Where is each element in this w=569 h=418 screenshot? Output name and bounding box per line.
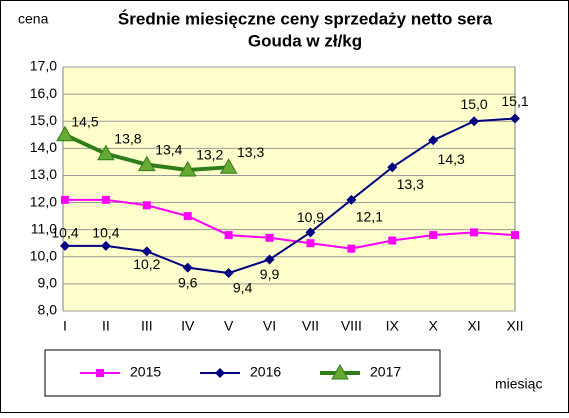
x-tick-label: XI: [467, 318, 480, 334]
data-label: 14,5: [71, 113, 98, 129]
marker: [61, 195, 69, 204]
marker: [510, 113, 520, 124]
legend-marker: [215, 368, 225, 378]
marker: [101, 195, 110, 204]
x-tick-label: III: [141, 318, 153, 334]
chart-title: Gouda w zł/kg: [248, 31, 362, 50]
marker: [60, 240, 70, 251]
series-line: [65, 117, 516, 275]
data-label: 13,4: [155, 141, 182, 157]
marker: [142, 201, 151, 210]
data-label: 10,4: [51, 225, 78, 241]
data-label: 13,3: [237, 144, 264, 160]
x-tick-label: XII: [506, 318, 523, 334]
y-tick-label: 8,0: [38, 302, 58, 318]
chart-title: Średnie miesięczne ceny sprzedaży netto …: [118, 9, 493, 28]
data-label: 9,6: [178, 274, 198, 290]
data-label: 13,8: [114, 130, 141, 146]
marker: [469, 116, 480, 127]
x-tick-label: X: [429, 318, 439, 334]
y-tick-label: 11,0: [31, 220, 57, 236]
marker: [100, 240, 111, 251]
legend-marker: [96, 369, 104, 377]
x-tick-label: IX: [386, 318, 400, 334]
marker: [265, 233, 274, 242]
y-tick-label: 9,0: [38, 275, 58, 291]
x-tick-label: V: [224, 318, 234, 334]
x-tick-label: IV: [181, 318, 195, 334]
data-label: 15,1: [501, 93, 528, 109]
marker: [97, 144, 115, 161]
x-tick-label: VIII: [341, 318, 362, 334]
legend-label: 2015: [130, 364, 161, 380]
legend-label: 2017: [370, 364, 401, 380]
y-tick-label: 15,0: [30, 112, 57, 128]
marker: [182, 262, 193, 273]
marker: [223, 268, 234, 279]
marker: [224, 231, 233, 240]
data-label: 10,4: [92, 225, 119, 241]
data-label: 9,4: [233, 280, 253, 296]
x-axis-label: miesiąc: [495, 376, 542, 392]
marker: [388, 236, 397, 245]
marker: [264, 254, 275, 265]
marker: [347, 244, 356, 253]
y-tick-label: 12,0: [30, 193, 57, 209]
x-tick-label: VII: [302, 318, 319, 334]
data-label: 10,2: [133, 256, 160, 272]
marker: [56, 125, 74, 142]
y-axis-label: cena: [18, 11, 49, 27]
data-label: 15,0: [460, 96, 487, 112]
data-label: 14,3: [438, 151, 465, 167]
marker: [305, 227, 316, 238]
marker: [137, 155, 156, 172]
marker: [178, 161, 197, 177]
marker: [428, 135, 439, 146]
marker: [219, 158, 238, 174]
y-tick-label: 13,0: [30, 166, 57, 182]
data-label: 10,9: [297, 209, 324, 225]
y-tick-label: 17,0: [30, 58, 57, 74]
data-label: 13,2: [196, 147, 223, 163]
y-tick-label: 14,0: [30, 139, 57, 155]
plot-area: [62, 66, 516, 312]
legend-label: 2016: [250, 364, 281, 380]
marker: [183, 212, 192, 221]
marker: [306, 239, 315, 248]
marker: [346, 194, 357, 205]
x-tick-label: II: [102, 318, 110, 334]
y-tick-label: 16,0: [30, 85, 57, 101]
marker: [387, 162, 398, 173]
x-tick-label: I: [63, 318, 67, 334]
data-label: 13,3: [397, 176, 424, 192]
data-label: 9,9: [260, 266, 280, 282]
marker: [141, 246, 152, 257]
x-tick-label: VI: [263, 318, 276, 334]
data-label: 12,1: [356, 209, 383, 225]
y-tick-label: 10,0: [30, 247, 57, 263]
marker: [511, 231, 519, 240]
marker: [429, 231, 438, 240]
series-line: [65, 198, 516, 250]
legend-marker: [331, 363, 349, 380]
marker: [470, 228, 479, 237]
